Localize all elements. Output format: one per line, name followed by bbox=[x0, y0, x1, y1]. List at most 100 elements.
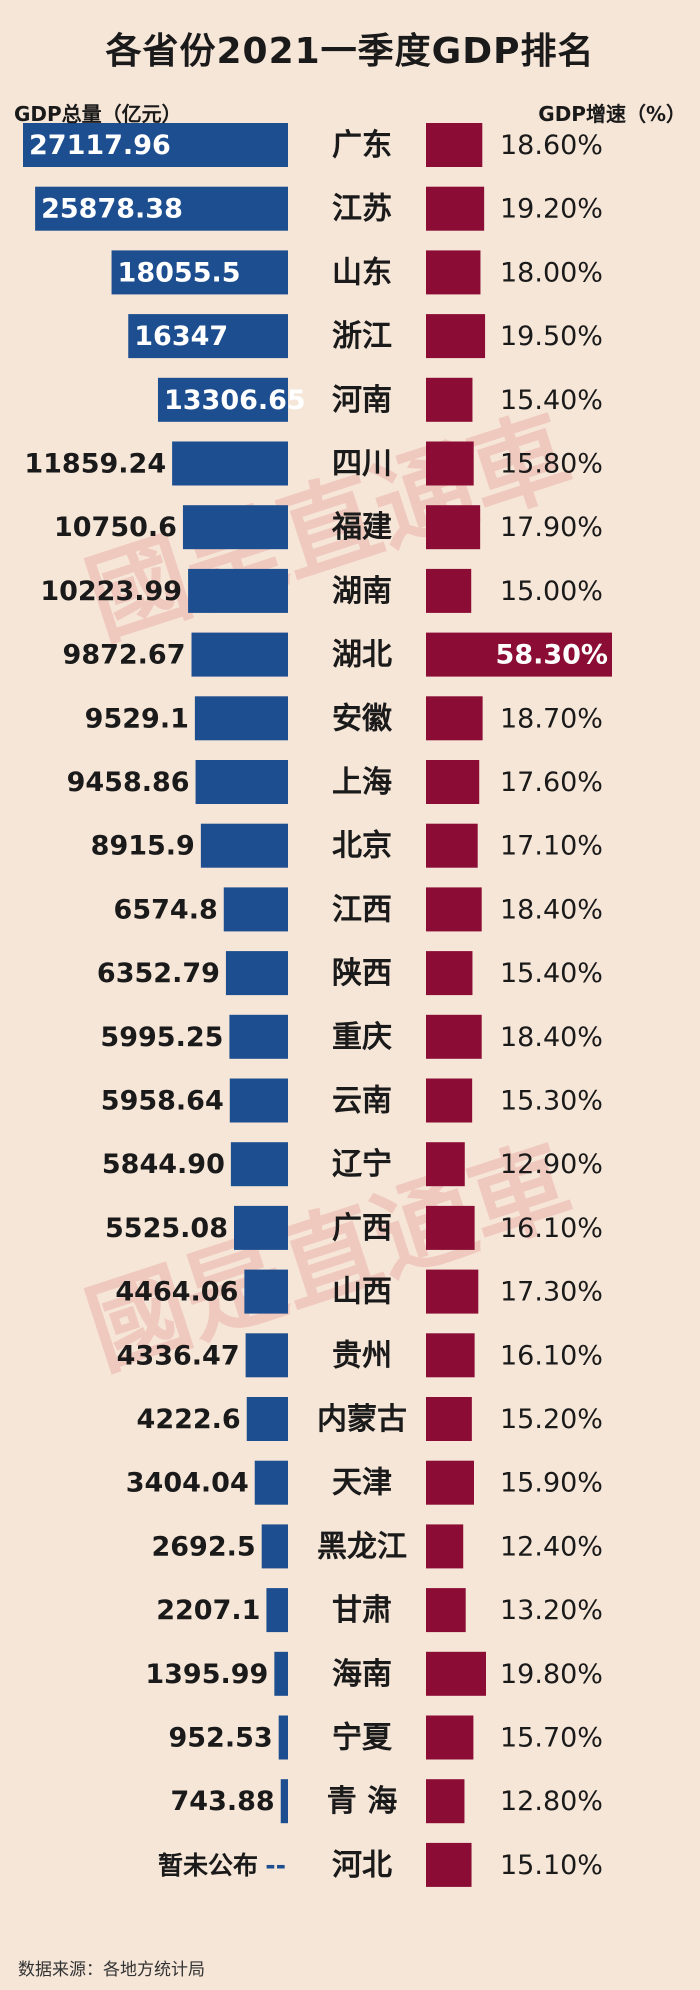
gdp-value-label: 5958.64 bbox=[101, 1086, 224, 1117]
gdp-bar bbox=[266, 1588, 288, 1633]
province-label: 甘肃 bbox=[332, 1593, 392, 1628]
growth-value-label: 13.20% bbox=[500, 1595, 603, 1626]
gdp-bar bbox=[128, 314, 288, 359]
growth-bar bbox=[426, 632, 612, 677]
growth-value-label: 58.30% bbox=[496, 640, 608, 671]
growth-bar bbox=[426, 505, 481, 550]
gdp-value-label: 2692.5 bbox=[151, 1531, 255, 1562]
growth-value-label: 12.40% bbox=[500, 1531, 603, 1562]
province-label: 湖南 bbox=[332, 574, 392, 609]
bars: 27117.96 广东 18.60% 25878.38 江苏 19.20% 18055.5 山… bbox=[23, 123, 612, 1887]
gdp-value-label: 16347 bbox=[134, 321, 228, 352]
growth-value-label: 15.00% bbox=[500, 576, 603, 607]
province-label: 广东 bbox=[332, 128, 392, 163]
gdp-bar bbox=[194, 696, 288, 741]
growth-bar bbox=[426, 760, 480, 804]
gdp-value-label: 4464.06 bbox=[115, 1277, 238, 1308]
growth-bar bbox=[426, 823, 478, 868]
growth-value-label: 17.10% bbox=[500, 831, 603, 862]
province-label: 天津 bbox=[332, 1466, 392, 1501]
growth-bar bbox=[426, 123, 483, 167]
growth-value-label: 19.50% bbox=[500, 321, 603, 352]
growth-value-label: 18.40% bbox=[500, 1022, 603, 1053]
gdp-value-label: 10750.6 bbox=[54, 512, 177, 543]
growth-bar bbox=[426, 1651, 486, 1696]
gdp-bar bbox=[191, 632, 288, 677]
gdp-bar bbox=[244, 1269, 288, 1314]
growth-value-label: 16.10% bbox=[500, 1213, 603, 1244]
gdp-value-label: 9529.1 bbox=[85, 703, 189, 734]
province-label: 青 海 bbox=[327, 1784, 397, 1819]
growth-value-label: 19.20% bbox=[500, 194, 603, 225]
growth-bar bbox=[426, 1715, 474, 1760]
gdp-bar bbox=[278, 1715, 288, 1760]
gdp-bar bbox=[188, 568, 288, 613]
province-label: 安徽 bbox=[332, 701, 393, 736]
growth-bar bbox=[426, 250, 481, 295]
gdp-bar bbox=[234, 1205, 288, 1250]
growth-value-label: 16.10% bbox=[500, 1340, 603, 1371]
growth-bar bbox=[426, 1397, 472, 1441]
gdp-value-label: 743.88 bbox=[171, 1786, 275, 1817]
gdp-bar bbox=[229, 1078, 288, 1123]
gdp-value-label: 5995.25 bbox=[100, 1022, 223, 1053]
province-label: 江苏 bbox=[332, 192, 392, 227]
gdp-value-label: 18055.5 bbox=[118, 257, 241, 288]
growth-bar bbox=[426, 1460, 474, 1505]
province-label: 江西 bbox=[332, 892, 392, 927]
growth-value-label: 15.30% bbox=[500, 1086, 603, 1117]
growth-value-label: 18.70% bbox=[500, 703, 603, 734]
growth-bar bbox=[426, 1014, 482, 1059]
gdp-value-label: 2207.1 bbox=[156, 1595, 260, 1626]
gdp-value-label: 27117.96 bbox=[29, 130, 171, 161]
gdp-value-label: 3404.04 bbox=[126, 1468, 249, 1499]
growth-bar bbox=[426, 1588, 466, 1633]
province-label: 云南 bbox=[332, 1084, 392, 1119]
province-label: 湖北 bbox=[332, 638, 392, 673]
data-source: 数据来源：各地方统计局 bbox=[18, 1960, 205, 1980]
growth-value-label: 15.10% bbox=[500, 1850, 603, 1881]
gdp-bar bbox=[225, 951, 288, 996]
growth-value-label: 18.00% bbox=[500, 257, 603, 288]
gdp-value-label: 10223.99 bbox=[40, 576, 182, 607]
gdp-bar bbox=[229, 1014, 288, 1059]
province-label: 内蒙古 bbox=[317, 1402, 407, 1437]
gdp-bar bbox=[157, 377, 288, 422]
growth-bar bbox=[426, 887, 482, 932]
province-label: 北京 bbox=[332, 829, 392, 864]
gdp-bar bbox=[223, 887, 288, 932]
province-label: 广西 bbox=[332, 1211, 392, 1246]
province-label: 山西 bbox=[332, 1275, 392, 1310]
growth-bar bbox=[426, 377, 473, 422]
growth-value-label: 15.90% bbox=[500, 1468, 603, 1499]
province-label: 海南 bbox=[332, 1657, 392, 1692]
gdp-bar bbox=[254, 1460, 288, 1505]
gdp-bar bbox=[261, 1524, 288, 1569]
gdp-bar bbox=[280, 1779, 288, 1824]
gdp-value-label: 6574.8 bbox=[114, 894, 218, 925]
gdp-bar bbox=[172, 441, 288, 486]
gdp-value-label: 4222.6 bbox=[137, 1404, 241, 1435]
gdp-bar bbox=[111, 250, 288, 295]
gdp-value-label: 9872.67 bbox=[63, 640, 186, 671]
gdp-bar bbox=[182, 505, 288, 550]
growth-bar bbox=[426, 1205, 475, 1250]
gdp-value-label: 5844.90 bbox=[102, 1149, 225, 1180]
growth-value-label: 12.90% bbox=[500, 1149, 603, 1180]
gdp-value-label: 952.53 bbox=[168, 1723, 272, 1754]
growth-bar bbox=[426, 1842, 472, 1887]
province-label: 上海 bbox=[332, 765, 392, 800]
province-label: 福建 bbox=[331, 510, 392, 545]
province-label: 黑龙江 bbox=[317, 1529, 407, 1564]
gdp-bar bbox=[200, 823, 288, 868]
gdp-bar bbox=[23, 123, 288, 167]
gdp-value-label: 25878.38 bbox=[41, 194, 183, 225]
province-label: 四川 bbox=[332, 447, 392, 482]
growth-value-label: 15.70% bbox=[500, 1723, 603, 1754]
gdp-value-label: 暂未公布 bbox=[158, 1851, 258, 1880]
gdp-total-axis-label: GDP总量（亿元） bbox=[14, 102, 182, 126]
growth-bar bbox=[426, 1779, 465, 1824]
gdp-bar bbox=[230, 1142, 288, 1187]
growth-value-label: 19.80% bbox=[500, 1659, 603, 1690]
